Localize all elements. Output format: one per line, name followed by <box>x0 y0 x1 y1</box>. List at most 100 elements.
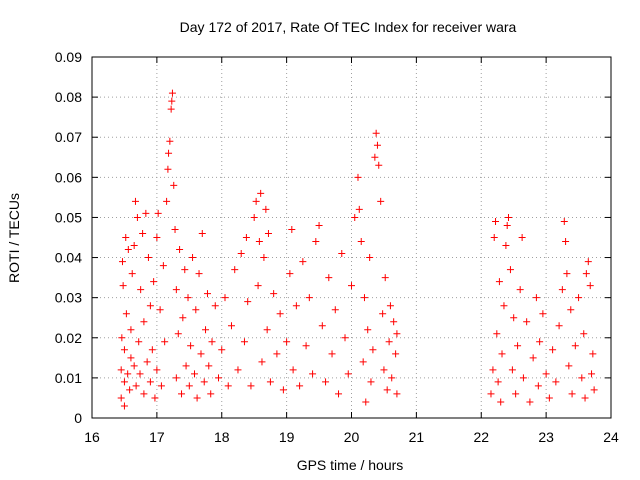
x-tick-label: 17 <box>149 429 165 445</box>
data-point <box>575 294 583 302</box>
data-point <box>367 378 375 386</box>
y-axis-label: ROTI / TECUs <box>6 193 22 283</box>
data-point <box>118 258 126 266</box>
data-point <box>289 366 297 374</box>
data-point <box>377 197 385 205</box>
data-point <box>325 274 333 282</box>
data-point <box>588 370 596 378</box>
data-point <box>386 302 394 310</box>
data-point <box>299 258 307 266</box>
data-point <box>136 370 144 378</box>
data-point <box>580 330 588 338</box>
data-point <box>192 306 200 314</box>
data-point <box>288 225 296 233</box>
data-point <box>154 209 162 217</box>
data-point <box>139 229 147 237</box>
data-point <box>497 398 505 406</box>
x-tick-label: 16 <box>84 429 100 445</box>
data-point <box>263 326 271 334</box>
data-point <box>536 338 544 346</box>
data-point <box>260 254 268 262</box>
data-point <box>257 189 265 197</box>
data-point <box>211 302 219 310</box>
data-point <box>283 338 291 346</box>
data-point <box>502 242 510 250</box>
data-point <box>208 338 216 346</box>
data-point <box>309 370 317 378</box>
data-point <box>519 374 527 382</box>
x-tick-label: 21 <box>409 429 425 445</box>
data-point <box>221 294 229 302</box>
data-point <box>390 318 398 326</box>
data-point <box>218 346 226 354</box>
data-point <box>338 250 346 258</box>
data-point <box>140 390 148 398</box>
data-point <box>262 205 270 213</box>
data-point <box>128 270 136 278</box>
data-point <box>341 334 349 342</box>
y-tick-label: 0.07 <box>55 129 82 145</box>
data-point <box>171 225 179 233</box>
data-point <box>498 350 506 358</box>
data-point <box>504 213 512 221</box>
data-point <box>264 229 272 237</box>
data-point <box>508 366 516 374</box>
data-point <box>360 294 368 302</box>
data-point <box>379 310 387 318</box>
data-point <box>375 161 383 169</box>
x-tick-label: 20 <box>344 429 360 445</box>
data-point <box>348 282 355 290</box>
data-point <box>571 342 579 350</box>
data-point <box>495 278 503 286</box>
data-point <box>506 266 514 274</box>
data-point <box>202 326 210 334</box>
data-point <box>586 282 594 290</box>
data-point <box>127 354 135 362</box>
data-point <box>328 350 336 358</box>
data-point <box>166 137 174 145</box>
data-point <box>312 238 320 246</box>
data-point <box>493 330 501 338</box>
y-tick-label: 0.08 <box>55 89 82 105</box>
data-point <box>120 402 128 410</box>
data-point <box>224 382 232 390</box>
data-point <box>318 322 326 330</box>
data-point <box>355 205 363 213</box>
data-point <box>195 270 203 278</box>
data-point <box>164 165 172 173</box>
x-axis-label: GPS time / hours <box>297 457 404 473</box>
chart-title: Day 172 of 2017, Rate Of TEC Index for r… <box>180 19 517 35</box>
data-point <box>227 322 235 330</box>
data-point <box>146 302 154 310</box>
data-point <box>567 306 575 314</box>
y-tick-label: 0.02 <box>55 330 82 346</box>
x-tick-label: 24 <box>603 429 619 445</box>
data-point <box>244 298 252 306</box>
data-point <box>237 250 245 258</box>
data-point <box>555 322 563 330</box>
x-tick-label: 23 <box>538 429 554 445</box>
data-point <box>118 334 126 342</box>
data-point <box>122 234 130 241</box>
data-point <box>589 350 597 358</box>
data-point <box>146 378 154 386</box>
y-tick-label: 0.09 <box>55 49 82 65</box>
data-point <box>279 386 287 394</box>
data-point <box>492 217 500 225</box>
data-point <box>372 129 380 137</box>
data-point <box>354 173 362 181</box>
data-point <box>322 378 330 386</box>
data-point <box>178 390 186 398</box>
data-point <box>120 378 128 386</box>
data-point <box>135 338 143 346</box>
y-tick-label: 0.01 <box>55 370 82 386</box>
data-point <box>231 266 239 274</box>
data-point <box>364 326 372 334</box>
data-point <box>203 290 211 298</box>
data-point <box>126 386 134 394</box>
data-point <box>234 366 242 374</box>
data-point <box>137 286 145 294</box>
data-point <box>568 390 576 398</box>
data-point <box>161 338 169 346</box>
